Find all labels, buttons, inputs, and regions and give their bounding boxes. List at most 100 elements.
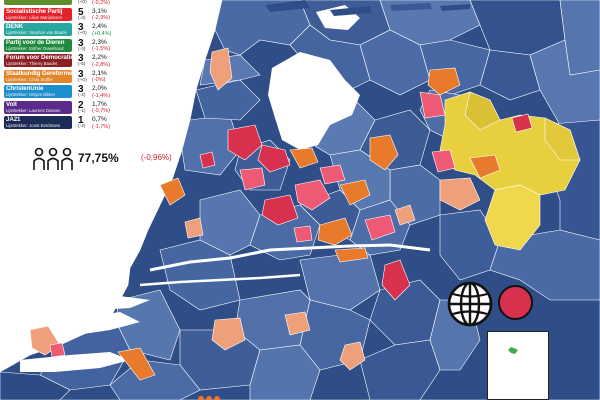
party-row: Staatkundig Gereformeerde PartijLijsttre… (4, 69, 164, 85)
island (440, 4, 470, 11)
region-orange (469, 154, 501, 179)
party-seats: 3 (78, 37, 84, 49)
party-row: (+0) (-0,2%) (4, 0, 164, 7)
region-orange (159, 177, 186, 206)
region-pink (419, 91, 446, 119)
river (149, 243, 431, 272)
party-seats-change: (-3) (78, 46, 86, 52)
region-salmon (339, 341, 366, 371)
party-row: Volt Lijsttrekker: Laurens Dassen 2 (-1) 1,7… (4, 100, 164, 116)
party-percentage: 3,1% (92, 7, 107, 15)
party-leader: Lijsttrekker: Stephan van Baarle (6, 30, 67, 35)
party-name: Forum voor Democratie (6, 54, 72, 61)
region-orange (339, 179, 371, 206)
party-percentage-change: (-0,2%) (92, 0, 111, 6)
marker-dot (206, 396, 212, 400)
island (330, 6, 372, 16)
region-pink (239, 167, 266, 191)
island (390, 3, 432, 11)
party-leader: Lijsttrekker: Thierry Baudet (6, 61, 58, 66)
party-seats-change: (-2) (78, 124, 86, 129)
party-row: Partij voor de Dieren Lijsttrekker: Esthe… (4, 38, 164, 54)
party-seats: 2 (78, 99, 84, 111)
party-row: Forum voor Democratie Lijsttrekker: Thier… (4, 53, 164, 69)
party-percentage: 0,7% (92, 116, 107, 123)
turnout-change: (-0,96%) (141, 153, 172, 162)
inset-island (508, 347, 518, 354)
party-seats: 3 (78, 22, 84, 33)
party-row: ChristenUnie Lijsttrekker: Mirjam Bikker 3… (4, 84, 164, 100)
region-salmon (284, 311, 311, 336)
inset-map (487, 331, 549, 400)
party-percentage: 1,7% (92, 100, 107, 108)
region-red (199, 151, 216, 169)
region-orange (117, 347, 156, 381)
party-percentage-change: (-1,4%) (92, 92, 111, 99)
party-color-box (4, 0, 72, 5)
party-seats: 1 (78, 115, 84, 126)
region-salmon (184, 217, 204, 239)
party-seats-change: (+0) (78, 31, 87, 36)
region-salmon (211, 317, 246, 351)
region-red (261, 194, 299, 226)
party-percentage-change: (-1,5%) (92, 46, 111, 52)
party-name: Volt (6, 100, 17, 108)
globe-icon (447, 281, 493, 327)
region-pink (293, 225, 313, 243)
party-seats-change: (-4) (78, 15, 86, 21)
party-percentage-change: (-2,8%) (92, 61, 111, 68)
party-percentage-change: (-1,7%) (92, 123, 111, 130)
party-percentage-change: (-2,9%) (92, 15, 111, 21)
party-leader: Lijsttrekker: Joost Eerdmans (6, 123, 61, 128)
region-pink (49, 342, 66, 358)
region-pink (319, 164, 346, 185)
party-name: DENK (6, 23, 24, 30)
party-seats-change: (+0) (78, 0, 87, 5)
party-seats-change: (-1) (78, 108, 86, 114)
region-orange (334, 247, 369, 263)
party-percentage: 2,4% (92, 23, 107, 30)
region-pink (294, 179, 331, 211)
marker-dot (198, 396, 204, 400)
party-legend: (+0) (-0,2%) Socialistische Partij Lijsttre… (4, 0, 164, 140)
party-percentage: 2,1% (92, 69, 107, 77)
party-percentage: 2,3% (92, 38, 107, 46)
party-seats-change: (-5) (78, 62, 86, 67)
party-percentage: 2,0% (92, 85, 107, 92)
estuary (30, 312, 140, 342)
party-color-box: Socialistische Partij Lijsttrekker: Lilia… (4, 7, 72, 21)
region-salmon (394, 204, 416, 226)
party-color-box: Partij voor de Dieren Lijsttrekker: Esthe… (4, 38, 72, 52)
region-orange (289, 147, 319, 169)
party-seats: 3 (78, 84, 84, 95)
region-red (381, 259, 411, 301)
party-color-box: Forum voor Democratie Lijsttrekker: Thier… (4, 54, 72, 67)
region-salmon (209, 47, 233, 91)
party-name: Staatkundig Gereformeerde Partij (6, 69, 72, 77)
party-percentage-change: (+0,4%) (92, 30, 112, 37)
estuary (80, 296, 150, 310)
region-red (511, 113, 533, 133)
party-seats: 3 (78, 53, 84, 64)
region-orange (317, 217, 353, 246)
region-orange (369, 134, 399, 171)
estuary (20, 352, 130, 372)
party-leader: Lijsttrekker: Mirjam Bikker (6, 92, 56, 97)
party-color-box: Staatkundig Gereformeerde PartijLijsttre… (4, 69, 72, 83)
party-seats-change: (+0) (78, 77, 87, 83)
party-name: Partij voor de Dieren (6, 38, 65, 46)
party-row: Socialistische Partij Lijsttrekker: Lilia… (4, 7, 164, 23)
region-red (257, 144, 291, 173)
result-color-dot (498, 285, 533, 320)
party-percentage: 2,2% (92, 54, 107, 61)
region-orange (427, 67, 461, 96)
party-leader: Lijsttrekker: Chris Stoffer (6, 76, 53, 82)
region-pink (364, 214, 396, 241)
turnout-value: 77,75% (78, 151, 119, 165)
party-color-box: ChristenUnie Lijsttrekker: Mirjam Bikker (4, 85, 72, 98)
party-color-box: Volt Lijsttrekker: Laurens Dassen (4, 100, 72, 114)
party-name: ChristenUnie (6, 85, 44, 92)
lake-ijsselmeer (268, 52, 360, 150)
region-pink (431, 149, 456, 173)
marker-dot (214, 396, 220, 400)
